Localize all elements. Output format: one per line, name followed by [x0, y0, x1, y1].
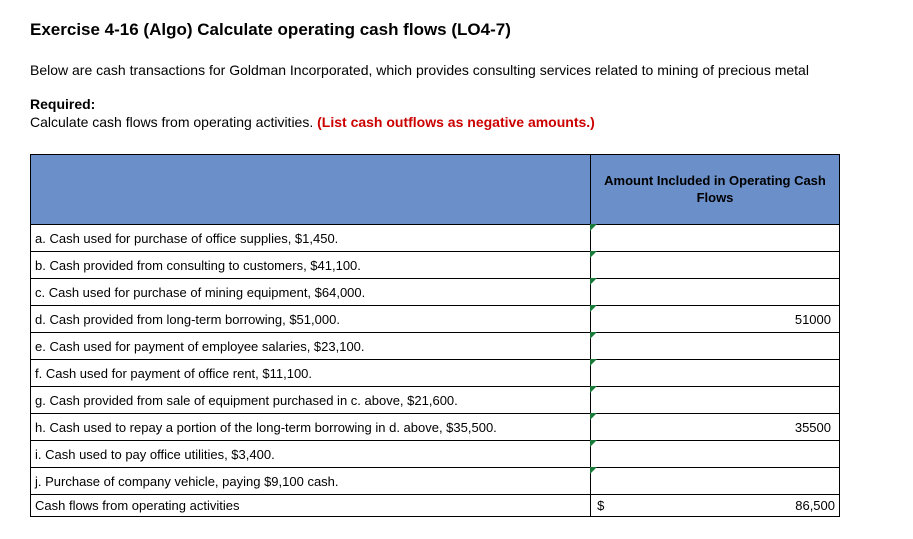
- currency-symbol: $: [591, 495, 611, 517]
- table-row: i. Cash used to pay office utilities, $3…: [31, 441, 840, 468]
- amount-cell[interactable]: [591, 225, 840, 252]
- input-marker-icon: [590, 305, 597, 312]
- amount-input[interactable]: [595, 281, 835, 303]
- intro-text: Below are cash transactions for Goldman …: [30, 62, 883, 78]
- amount-cell[interactable]: [591, 441, 840, 468]
- required-hint: (List cash outflows as negative amounts.…: [317, 114, 595, 130]
- amount-input[interactable]: [595, 443, 835, 465]
- row-label: a. Cash used for purchase of office supp…: [31, 225, 591, 252]
- amount-input[interactable]: [595, 362, 835, 384]
- input-marker-icon: [590, 359, 597, 366]
- row-label: i. Cash used to pay office utilities, $3…: [31, 441, 591, 468]
- amount-input[interactable]: [595, 470, 835, 492]
- row-label: h. Cash used to repay a portion of the l…: [31, 414, 591, 441]
- table-row: g. Cash provided from sale of equipment …: [31, 387, 840, 414]
- total-label: Cash flows from operating activities: [31, 495, 591, 517]
- table-header-amount: Amount Included in Operating Cash Flows: [591, 155, 840, 225]
- amount-cell[interactable]: [591, 387, 840, 414]
- amount-input[interactable]: [595, 254, 835, 276]
- table-row: e. Cash used for payment of employee sal…: [31, 333, 840, 360]
- amount-input[interactable]: [595, 227, 835, 249]
- input-marker-icon: [590, 413, 597, 420]
- exercise-title: Exercise 4-16 (Algo) Calculate operating…: [30, 20, 883, 40]
- amount-cell[interactable]: [591, 333, 840, 360]
- table-row: b. Cash provided from consulting to cust…: [31, 252, 840, 279]
- amount-cell[interactable]: [591, 279, 840, 306]
- table-row: c. Cash used for purchase of mining equi…: [31, 279, 840, 306]
- input-marker-icon: [590, 440, 597, 447]
- table-row: d. Cash provided from long-term borrowin…: [31, 306, 840, 333]
- amount-input[interactable]: [595, 389, 835, 411]
- row-label: g. Cash provided from sale of equipment …: [31, 387, 591, 414]
- table-row: h. Cash used to repay a portion of the l…: [31, 414, 840, 441]
- input-marker-icon: [590, 278, 597, 285]
- row-label: d. Cash provided from long-term borrowin…: [31, 306, 591, 333]
- input-marker-icon: [590, 332, 597, 339]
- input-marker-icon: [590, 386, 597, 393]
- required-text: Calculate cash flows from operating acti…: [30, 114, 883, 130]
- row-label: j. Purchase of company vehicle, paying $…: [31, 468, 591, 495]
- row-label: c. Cash used for purchase of mining equi…: [31, 279, 591, 306]
- input-marker-icon: [590, 467, 597, 474]
- amount-input[interactable]: [595, 308, 835, 330]
- row-label: e. Cash used for payment of employee sal…: [31, 333, 591, 360]
- table-header-blank: [31, 155, 591, 225]
- required-instruction: Calculate cash flows from operating acti…: [30, 114, 317, 130]
- amount-cell[interactable]: [591, 468, 840, 495]
- input-marker-icon: [590, 251, 597, 258]
- total-value: 86,500: [611, 495, 840, 517]
- table-row: a. Cash used for purchase of office supp…: [31, 225, 840, 252]
- required-label: Required:: [30, 96, 883, 112]
- amount-input[interactable]: [595, 416, 835, 438]
- input-marker-icon: [590, 224, 597, 231]
- table-row: f. Cash used for payment of office rent,…: [31, 360, 840, 387]
- amount-cell[interactable]: [591, 306, 840, 333]
- amount-cell[interactable]: [591, 252, 840, 279]
- table-row: j. Purchase of company vehicle, paying $…: [31, 468, 840, 495]
- total-row: Cash flows from operating activities $ 8…: [31, 495, 840, 517]
- amount-cell[interactable]: [591, 414, 840, 441]
- row-label: b. Cash provided from consulting to cust…: [31, 252, 591, 279]
- amount-input[interactable]: [595, 335, 835, 357]
- amount-cell[interactable]: [591, 360, 840, 387]
- cash-flow-table: Amount Included in Operating Cash Flows …: [30, 154, 840, 517]
- row-label: f. Cash used for payment of office rent,…: [31, 360, 591, 387]
